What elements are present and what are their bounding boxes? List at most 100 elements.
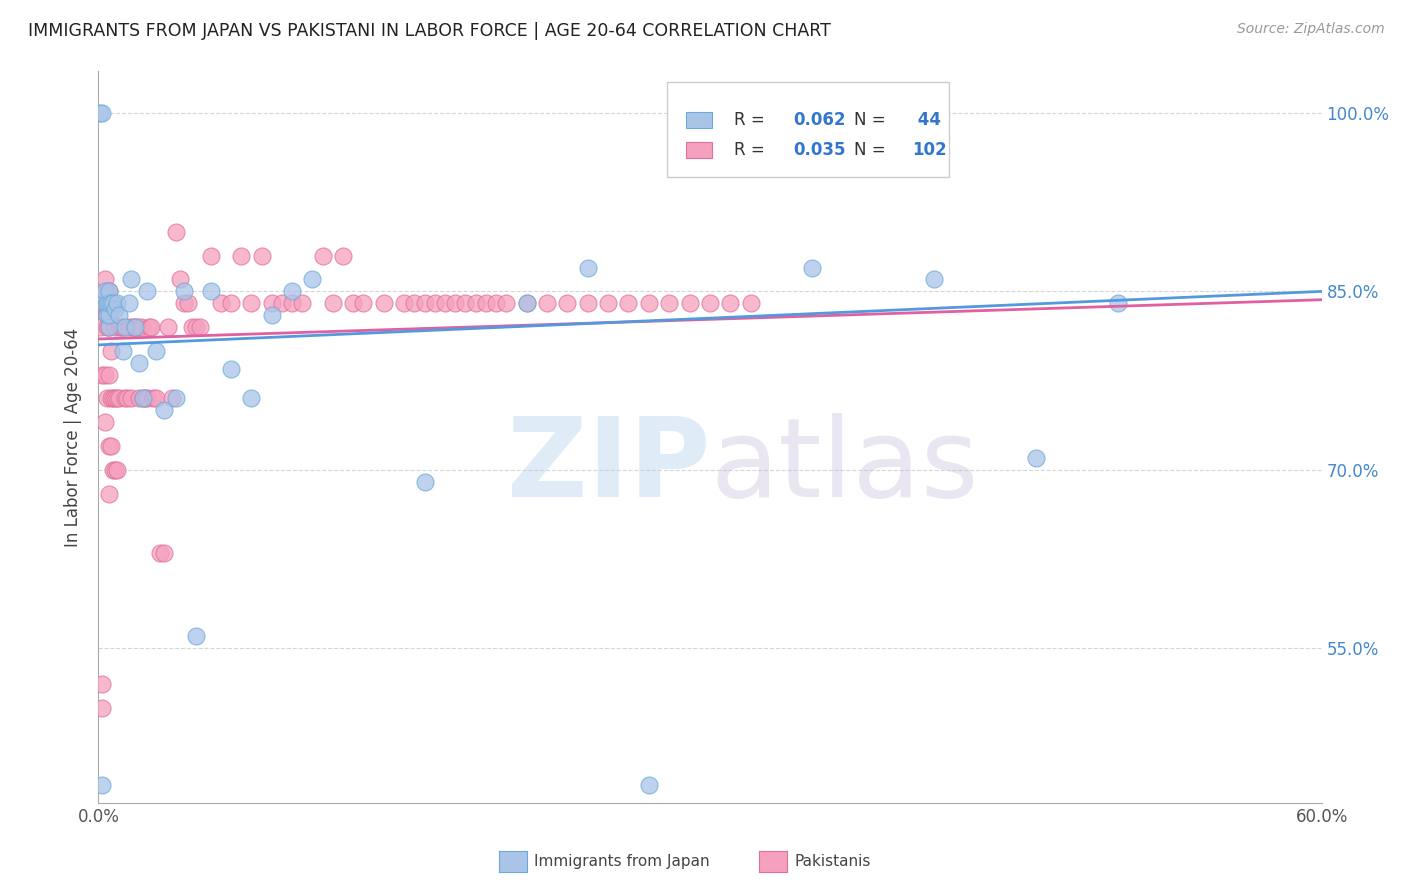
Point	[114, 392, 136, 406]
Point	[312, 249, 335, 263]
Point	[91, 778, 114, 792]
Point	[413, 475, 436, 489]
Point	[89, 296, 111, 310]
Point	[495, 296, 517, 310]
Point	[134, 392, 156, 406]
Text: R =: R =	[734, 141, 770, 159]
Point	[118, 296, 141, 310]
Text: Pakistanis: Pakistanis	[794, 855, 870, 869]
Point	[97, 320, 120, 334]
Point	[128, 392, 150, 406]
Point	[129, 320, 152, 334]
Point	[209, 296, 232, 310]
Text: Source: ZipAtlas.com: Source: ZipAtlas.com	[1237, 22, 1385, 37]
Point	[173, 285, 195, 299]
Point	[145, 392, 167, 406]
Point	[1107, 296, 1129, 310]
Point	[101, 296, 124, 310]
Point	[260, 308, 283, 322]
Point	[122, 320, 145, 334]
Point	[104, 320, 127, 334]
Point	[1025, 450, 1047, 465]
Point	[474, 296, 498, 310]
Point	[181, 320, 204, 334]
FancyBboxPatch shape	[668, 82, 949, 178]
Point	[96, 296, 118, 310]
Point	[110, 320, 132, 334]
Point	[93, 272, 115, 286]
Point	[617, 296, 640, 310]
Point	[114, 320, 136, 334]
Point	[169, 272, 191, 286]
Point	[516, 296, 538, 310]
Point	[100, 343, 122, 358]
Point	[96, 308, 118, 322]
Point	[423, 296, 446, 310]
Point	[240, 392, 263, 406]
Point	[173, 296, 195, 310]
Point	[96, 296, 118, 310]
Point	[97, 285, 120, 299]
Point	[281, 285, 304, 299]
Point	[105, 392, 128, 406]
Point	[101, 463, 124, 477]
Point	[219, 361, 242, 376]
Point	[93, 296, 115, 310]
Point	[373, 296, 395, 310]
Point	[485, 296, 508, 310]
Point	[124, 320, 146, 334]
Point	[250, 249, 273, 263]
Point	[557, 296, 579, 310]
Point	[120, 272, 142, 286]
Point	[104, 392, 127, 406]
Point	[115, 392, 138, 406]
Point	[413, 296, 436, 310]
Point	[576, 260, 599, 275]
Point	[136, 392, 159, 406]
Point	[108, 392, 131, 406]
Text: IMMIGRANTS FROM JAPAN VS PAKISTANI IN LABOR FORCE | AGE 20-64 CORRELATION CHART: IMMIGRANTS FROM JAPAN VS PAKISTANI IN LA…	[28, 22, 831, 40]
Point	[108, 320, 131, 334]
Point	[93, 290, 115, 304]
Point	[89, 106, 111, 120]
Text: Immigrants from Japan: Immigrants from Japan	[534, 855, 710, 869]
Point	[132, 392, 155, 406]
Point	[240, 296, 263, 310]
Point	[118, 320, 141, 334]
Point	[219, 296, 242, 310]
Point	[138, 320, 160, 334]
Point	[96, 285, 118, 299]
Point	[111, 343, 134, 358]
Point	[97, 320, 120, 334]
Point	[97, 486, 120, 500]
Text: N =: N =	[855, 111, 891, 128]
Point	[165, 225, 187, 239]
Point	[186, 629, 208, 643]
Point	[136, 285, 159, 299]
Point	[160, 392, 183, 406]
Point	[132, 392, 155, 406]
Point	[156, 320, 179, 334]
Point	[342, 296, 364, 310]
Point	[142, 392, 165, 406]
Point	[104, 302, 127, 317]
Text: 0.035: 0.035	[793, 141, 845, 159]
Text: 102: 102	[912, 141, 946, 159]
Point	[128, 356, 150, 370]
Point	[322, 296, 344, 310]
Point	[91, 106, 114, 120]
Point	[96, 392, 118, 406]
Point	[801, 260, 824, 275]
Point	[188, 320, 212, 334]
Point	[149, 546, 172, 560]
Point	[638, 778, 661, 792]
Text: atlas: atlas	[710, 413, 979, 520]
Point	[200, 285, 222, 299]
Point	[281, 296, 304, 310]
Point	[105, 296, 128, 310]
Y-axis label: In Labor Force | Age 20-64: In Labor Force | Age 20-64	[65, 327, 83, 547]
Point	[699, 296, 721, 310]
Point	[186, 320, 208, 334]
Point	[120, 392, 142, 406]
Point	[100, 296, 122, 310]
